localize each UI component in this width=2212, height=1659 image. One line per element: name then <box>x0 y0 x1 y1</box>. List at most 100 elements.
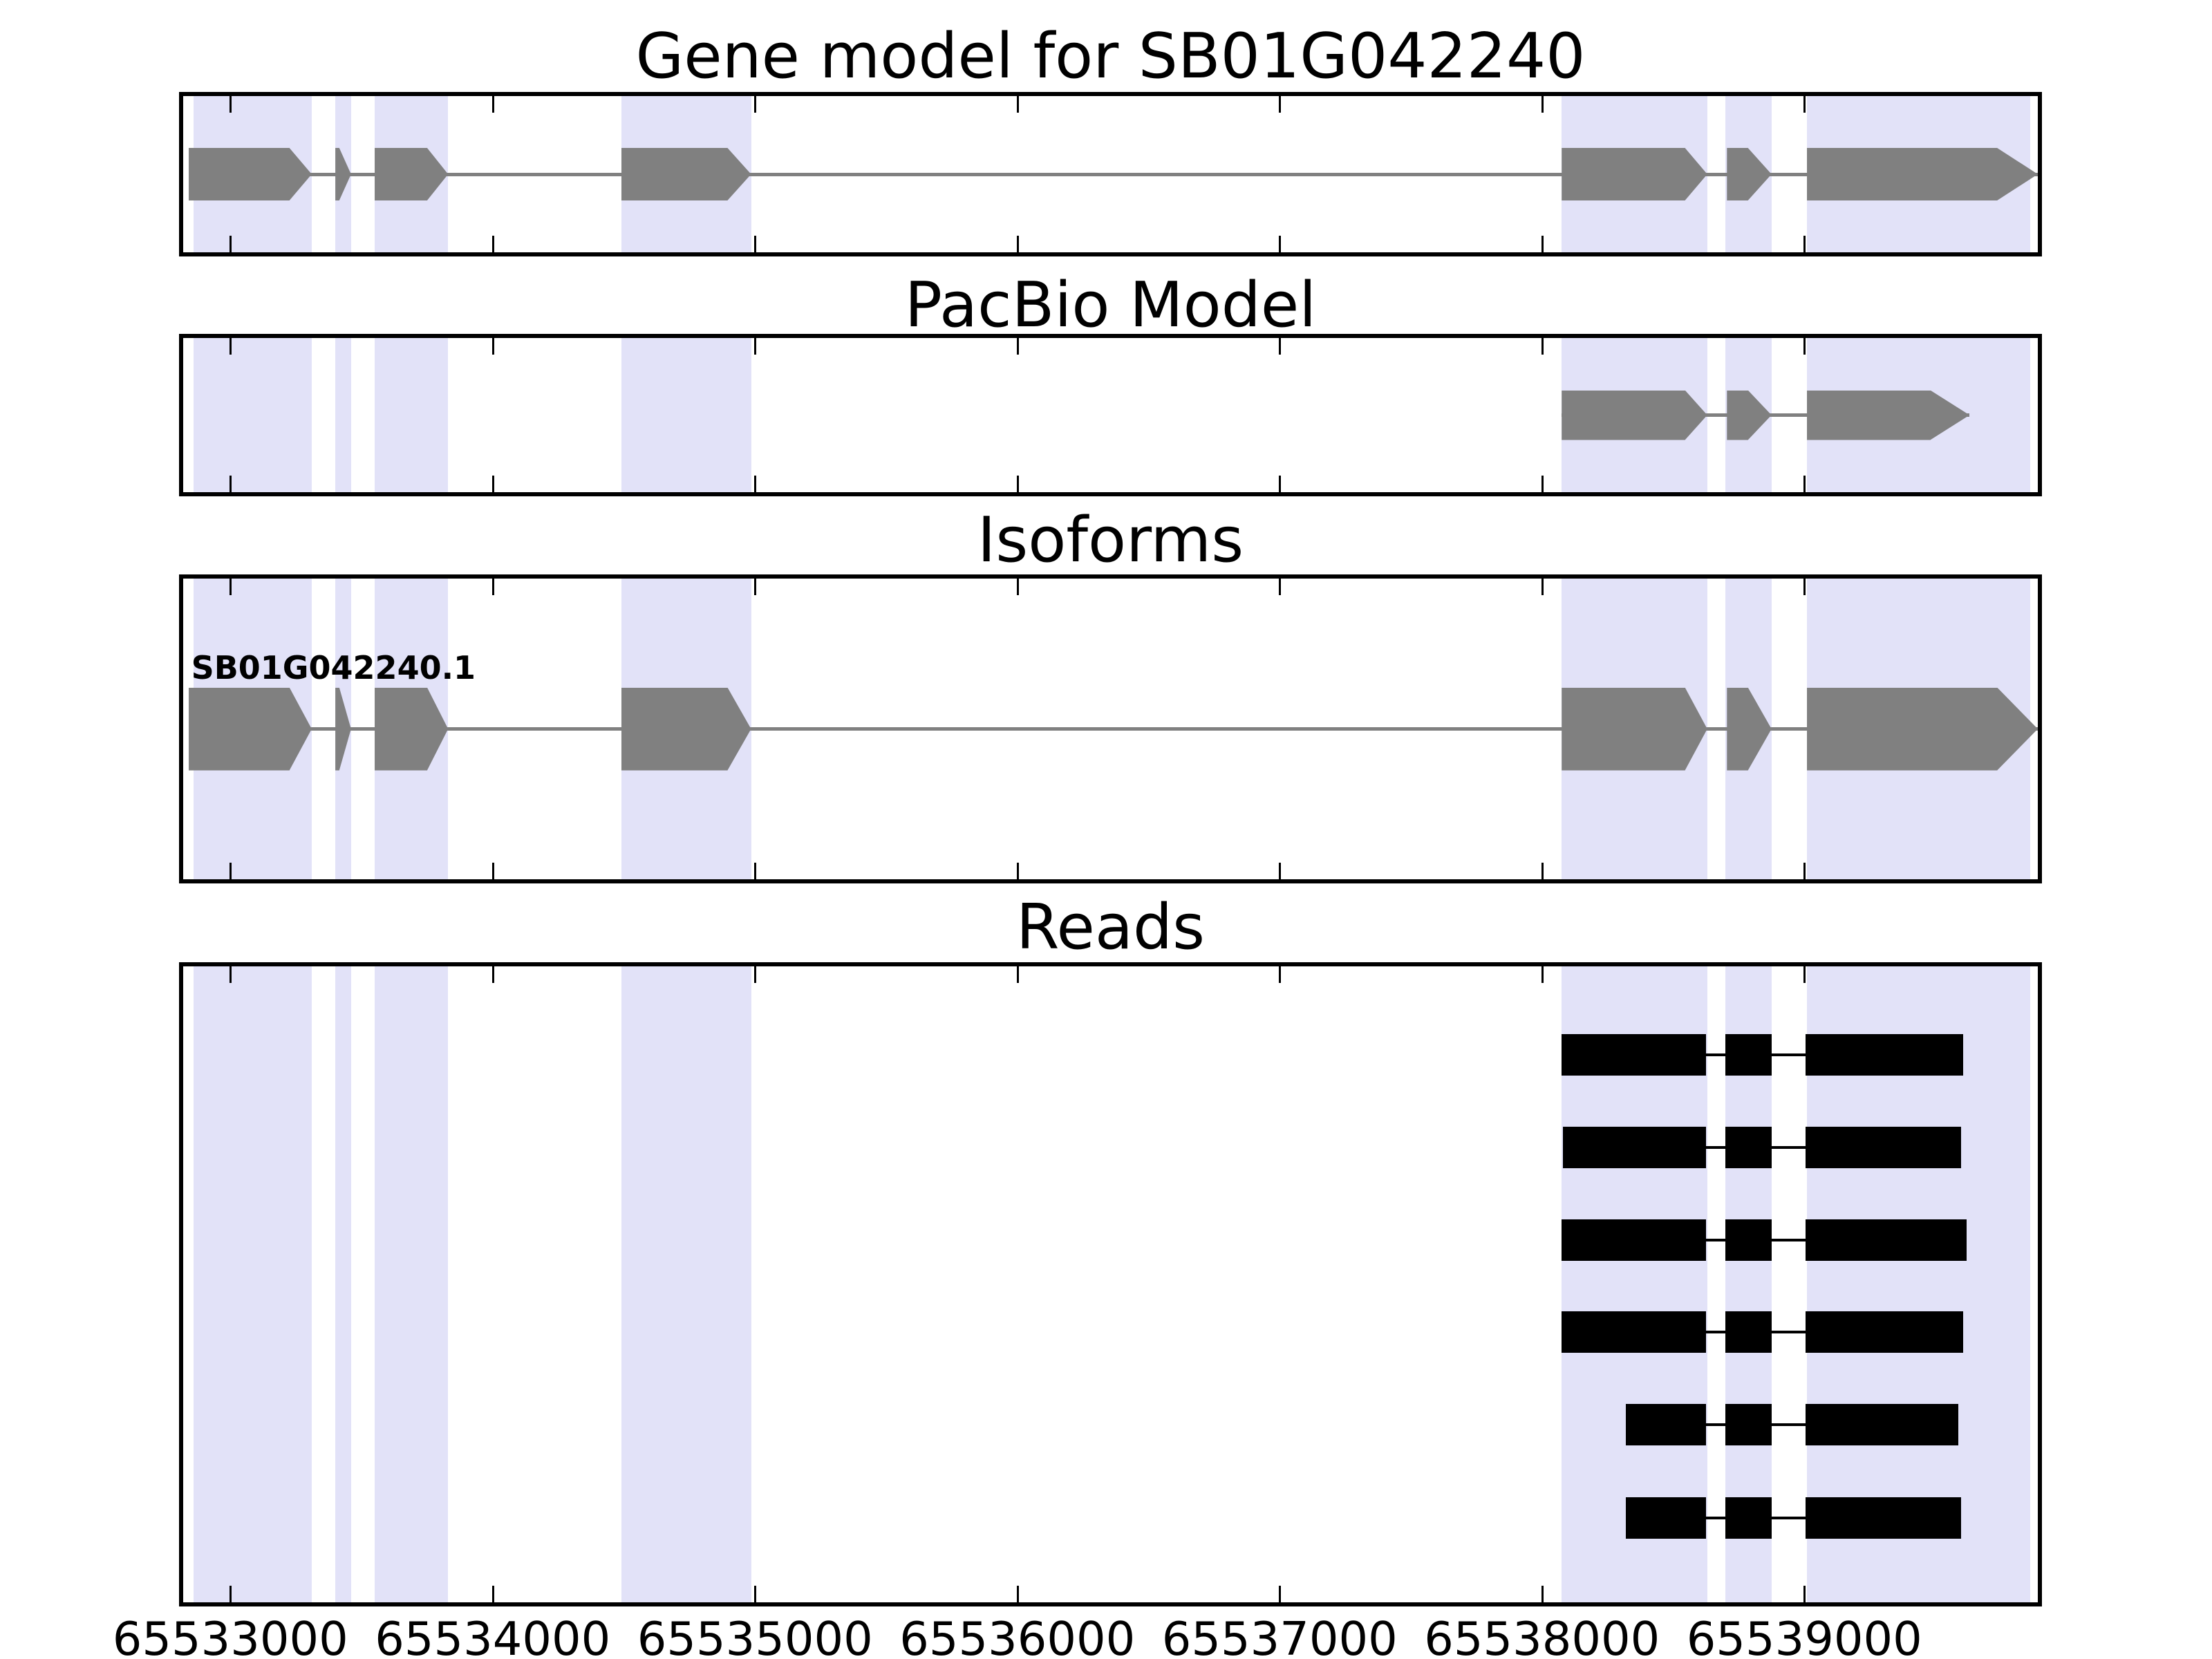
axis-tick <box>1803 236 1806 252</box>
axis-tick <box>754 966 757 983</box>
read-exon-block <box>1562 1219 1706 1261</box>
gene-model-panel <box>179 92 2042 256</box>
axis-tick <box>491 966 494 983</box>
read-exon-block <box>1725 1034 1772 1076</box>
exon-arrow <box>1807 390 1970 440</box>
axis-tick <box>1279 863 1282 879</box>
axis-tick <box>229 579 232 595</box>
axis-tick <box>1016 1586 1019 1602</box>
read-exon-block <box>1725 1127 1772 1168</box>
axis-tick <box>1279 1586 1282 1602</box>
axis-tick <box>491 476 494 492</box>
axis-tick <box>1803 863 1806 879</box>
x-tick-label: 65533000 <box>112 1612 348 1659</box>
exon-arrow <box>1562 390 1707 440</box>
axis-tick <box>1279 966 1282 983</box>
read-connector-line <box>1626 1423 1959 1426</box>
axis-tick <box>754 236 757 252</box>
axis-tick <box>754 1586 757 1602</box>
axis-tick <box>1016 96 1019 113</box>
axis-tick <box>229 966 232 983</box>
read-exon-block <box>1725 1497 1772 1539</box>
axis-tick <box>1016 579 1019 595</box>
intron-line <box>188 172 2038 176</box>
axis-tick <box>1803 96 1806 113</box>
read-exon-block <box>1725 1219 1772 1261</box>
axis-tick <box>491 1586 494 1602</box>
read-exon-block <box>1806 1497 1962 1539</box>
axis-tick <box>1541 476 1544 492</box>
exon-highlight-band <box>194 966 312 1602</box>
exon-arrow <box>188 148 312 200</box>
axis-tick <box>1803 1586 1806 1602</box>
axis-tick <box>491 236 494 252</box>
axis-tick <box>1016 863 1019 879</box>
read-exon-block <box>1806 1127 1962 1168</box>
exon-highlight-band <box>375 966 449 1602</box>
axis-tick <box>229 1586 232 1602</box>
exon-highlight-band <box>375 338 449 492</box>
axis-tick <box>1541 863 1544 879</box>
axis-tick <box>754 863 757 879</box>
axis-tick <box>754 476 757 492</box>
axis-tick <box>1016 476 1019 492</box>
exon-arrow <box>1807 148 2038 200</box>
read-exon-block <box>1563 1127 1706 1168</box>
axis-tick <box>1279 338 1282 355</box>
read-connector-line <box>1626 1517 1962 1519</box>
gene-model-title: Gene model for SB01G042240 <box>635 20 1586 93</box>
axis-tick <box>491 338 494 355</box>
isoforms-title: Isoforms <box>977 504 1244 577</box>
axis-tick <box>229 236 232 252</box>
read-exon-block <box>1725 1404 1772 1445</box>
exon-highlight-band <box>335 338 351 492</box>
axis-tick <box>1803 966 1806 983</box>
axis-tick <box>1541 96 1544 113</box>
axis-tick <box>1803 338 1806 355</box>
x-tick-label: 65537000 <box>1161 1612 1398 1659</box>
isoform-id-label: SB01G042240.1 <box>191 648 476 686</box>
read-exon-block <box>1806 1219 1967 1261</box>
exon-highlight-band <box>335 966 351 1602</box>
axis-tick <box>1279 476 1282 492</box>
axis-tick <box>229 96 232 113</box>
axis-tick <box>1541 966 1544 983</box>
axis-tick <box>1541 1586 1544 1602</box>
axis-tick <box>1279 236 1282 252</box>
exon-highlight-band <box>621 338 751 492</box>
axis-tick <box>754 96 757 113</box>
axis-tick <box>1803 476 1806 492</box>
read-exon-block <box>1562 1311 1706 1353</box>
axis-tick <box>1016 236 1019 252</box>
isoforms-panel: SB01G042240.1 <box>179 574 2042 883</box>
axis-tick <box>491 863 494 879</box>
axis-tick <box>229 338 232 355</box>
axis-tick <box>1541 236 1544 252</box>
axis-tick <box>1803 579 1806 595</box>
read-exon-block <box>1562 1034 1706 1076</box>
exon-arrow <box>188 687 312 771</box>
read-exon-block <box>1806 1311 1963 1353</box>
x-tick-label: 65538000 <box>1424 1612 1660 1659</box>
exon-highlight-band <box>621 966 751 1602</box>
axis-tick <box>1279 96 1282 113</box>
axis-tick <box>229 863 232 879</box>
x-tick-label: 65536000 <box>899 1612 1136 1659</box>
exon-arrow <box>621 148 751 200</box>
exon-arrow <box>1562 148 1707 200</box>
axis-tick <box>491 96 494 113</box>
axis-tick <box>491 579 494 595</box>
exon-arrow <box>1807 687 2038 771</box>
reads-panel <box>179 962 2042 1606</box>
axis-tick <box>229 476 232 492</box>
read-exon-block <box>1626 1497 1706 1539</box>
x-tick-label: 65539000 <box>1686 1612 1922 1659</box>
read-exon-block <box>1626 1404 1706 1445</box>
read-exon-block <box>1806 1404 1959 1445</box>
pacbio-panel <box>179 334 2042 496</box>
axis-tick <box>1541 338 1544 355</box>
axis-tick <box>1279 579 1282 595</box>
read-exon-block <box>1725 1311 1772 1353</box>
read-exon-block <box>1806 1034 1963 1076</box>
